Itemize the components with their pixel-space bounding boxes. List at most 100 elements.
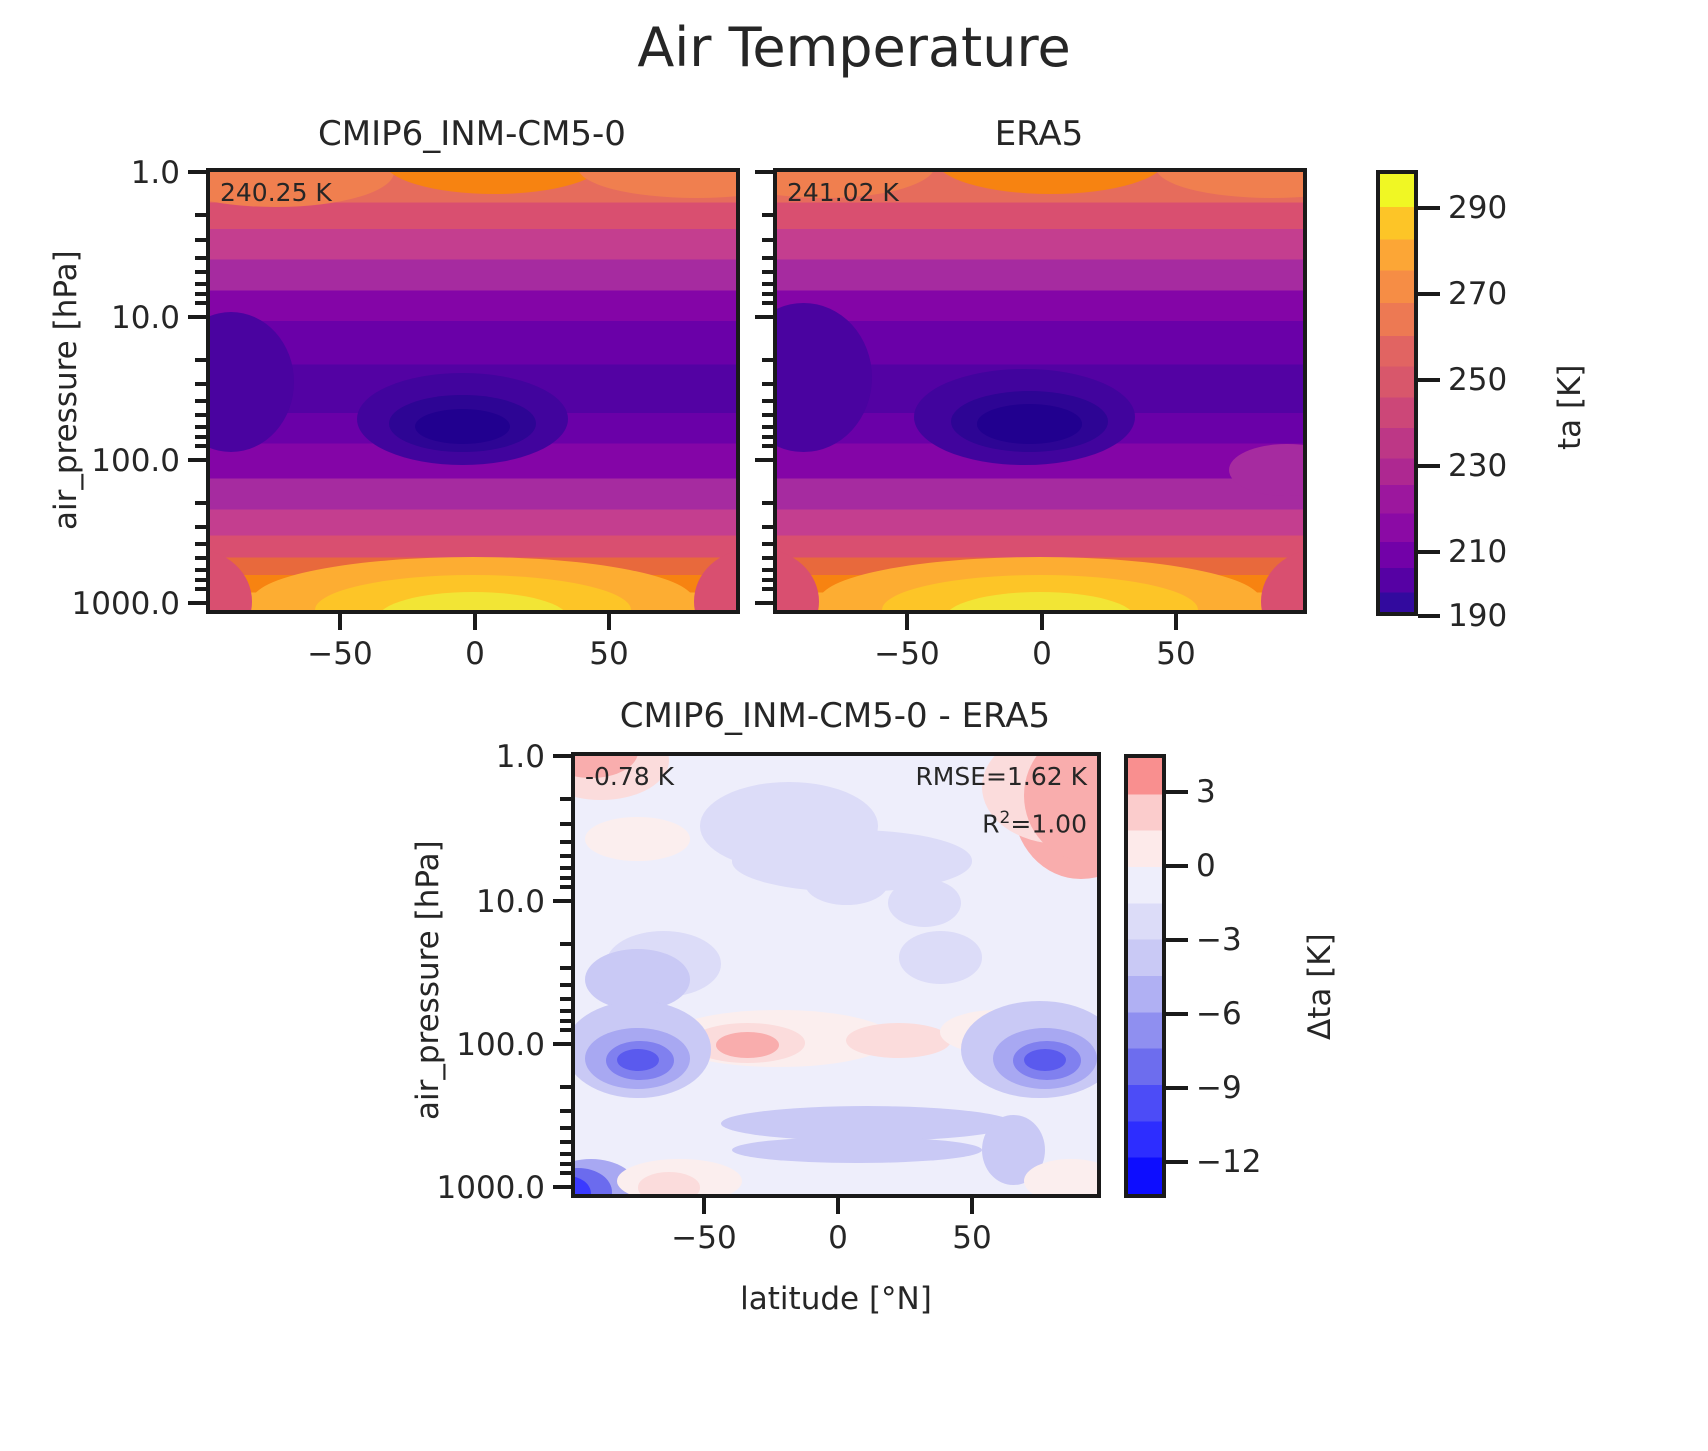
cbar-tick-label-250: 250 xyxy=(1448,362,1508,398)
ytick-minor xyxy=(195,587,206,591)
ytick-label-1000: 1000.0 xyxy=(71,586,180,622)
ytick-major xyxy=(553,1042,571,1046)
ytick-minor xyxy=(560,1009,571,1013)
ytick-minor xyxy=(560,840,571,844)
ytick-minor xyxy=(195,382,206,386)
ytick-minor xyxy=(195,399,206,403)
ytick-minor xyxy=(560,1085,571,1089)
ytick-major xyxy=(755,601,773,605)
ytick-label-100: 100.0 xyxy=(91,443,180,479)
contour-blob xyxy=(731,1137,983,1164)
ytick-minor xyxy=(762,578,773,582)
plot-area-difference[interactable]: -0.78 K RMSE=1.62 K R2=1.00 xyxy=(571,752,1101,1198)
cbar-tick xyxy=(1418,378,1440,382)
ytick-minor xyxy=(762,425,773,429)
ytick-minor xyxy=(560,1140,571,1144)
panel-title-reference: ERA5 xyxy=(994,114,1084,154)
ytick-minor xyxy=(195,578,206,582)
xtick-major xyxy=(702,1196,706,1214)
cbar-tick-label-270: 270 xyxy=(1448,276,1508,312)
ytick-minor xyxy=(560,1126,571,1130)
ytick-minor xyxy=(762,238,773,242)
xtick-major xyxy=(338,612,342,630)
xtick-major xyxy=(836,1196,840,1214)
ytick-label-10: 10.0 xyxy=(110,300,180,336)
ytick-minor xyxy=(195,270,206,274)
ytick-minor xyxy=(762,413,773,417)
ytick-minor xyxy=(762,556,773,560)
xtick-label-0: 0 xyxy=(465,636,485,672)
ytick-major xyxy=(755,458,773,462)
colorbar-main-label: ta [K] xyxy=(1552,364,1588,450)
ytick-label-100: 100.0 xyxy=(456,1027,545,1063)
ytick-minor xyxy=(195,556,206,560)
plot-area-reference[interactable]: 241.02 K xyxy=(773,168,1307,614)
ytick-major xyxy=(188,315,206,319)
ytick-minor xyxy=(762,292,773,296)
ytick-minor xyxy=(560,866,571,870)
contour-blob xyxy=(715,1031,779,1059)
plot-area-model[interactable]: 240.25 K xyxy=(206,168,740,614)
cbar-tick xyxy=(1166,938,1188,942)
ytick-minor xyxy=(762,501,773,505)
ytick-minor xyxy=(195,525,206,529)
figure-suptitle: Air Temperature xyxy=(637,16,1071,79)
ytick-minor xyxy=(560,1162,571,1166)
ytick-minor xyxy=(560,1152,571,1156)
ytick-label-1000: 1000.0 xyxy=(436,1170,545,1206)
cbar-tick xyxy=(1166,1086,1188,1090)
contour-blob xyxy=(637,1172,701,1194)
cbar-tick-label-neg12: −12 xyxy=(1196,1144,1262,1180)
cbar-tick-label-neg6: −6 xyxy=(1196,996,1242,1032)
ytick-minor xyxy=(195,292,206,296)
annotation-rmse: RMSE=1.62 K xyxy=(915,762,1087,791)
ytick-minor xyxy=(560,1028,571,1032)
ytick-minor xyxy=(195,282,206,286)
ytick-minor xyxy=(560,1019,571,1023)
cbar-tick-label-290: 290 xyxy=(1448,190,1508,226)
colorbar-main[interactable] xyxy=(1376,170,1418,616)
contour-blob xyxy=(888,878,962,927)
contour-blob xyxy=(383,172,605,194)
ytick-minor xyxy=(762,256,773,260)
ytick-minor xyxy=(762,213,773,217)
ylabel-bottom-row: air_pressure [hPa] xyxy=(410,840,446,1120)
annotation-r2-exponent: 2 xyxy=(999,808,1011,828)
ytick-minor xyxy=(560,966,571,970)
ytick-minor xyxy=(560,942,571,946)
ytick-major xyxy=(553,899,571,903)
contour-blob xyxy=(585,948,690,1011)
cbar-tick-label-190: 190 xyxy=(1448,598,1508,634)
ytick-minor xyxy=(560,854,571,858)
ylabel-top-row: air_pressure [hPa] xyxy=(48,250,84,530)
contour-blob xyxy=(378,592,568,610)
contour-blob xyxy=(721,1106,1014,1142)
ytick-minor xyxy=(195,444,206,448)
cbar-tick-label-neg3: −3 xyxy=(1196,922,1242,958)
cbar-tick xyxy=(1418,550,1440,554)
cbar-tick xyxy=(1418,464,1440,468)
ytick-minor xyxy=(560,983,571,987)
colorbar-diff[interactable] xyxy=(1124,754,1166,1198)
annotation-r2-symbol: R xyxy=(982,809,1000,839)
contour-blob xyxy=(945,592,1135,610)
xtick-major xyxy=(970,1196,974,1214)
ytick-minor xyxy=(762,382,773,386)
xtick-major xyxy=(905,612,909,630)
ytick-label-1: 1.0 xyxy=(130,155,180,191)
ytick-minor xyxy=(195,213,206,217)
contour-blob xyxy=(898,931,983,984)
ytick-major xyxy=(553,754,571,758)
ytick-minor xyxy=(195,568,206,572)
contour-blob xyxy=(415,408,510,444)
ytick-minor xyxy=(195,238,206,242)
xtick-label-neg50: −50 xyxy=(307,636,373,672)
ytick-minor xyxy=(195,358,206,362)
cbar-tick xyxy=(1166,790,1188,794)
ytick-minor xyxy=(762,399,773,403)
ytick-minor xyxy=(195,413,206,417)
contour-blob xyxy=(616,1049,659,1072)
xlabel-latitude: latitude [°N] xyxy=(740,1281,932,1317)
ytick-major xyxy=(188,601,206,605)
ytick-minor xyxy=(762,358,773,362)
